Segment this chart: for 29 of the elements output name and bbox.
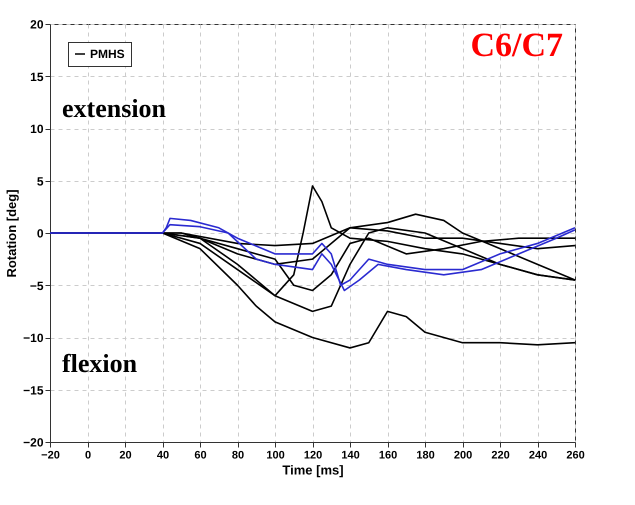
x-tick-label: 80: [232, 450, 244, 462]
x-axis-title: Time [ms]: [282, 462, 344, 478]
y-tick-label: −10: [23, 331, 44, 345]
annotation: extension: [62, 94, 167, 123]
x-tick-label: 200: [454, 450, 472, 462]
y-tick-label: 20: [30, 18, 44, 32]
y-tick-label: −20: [23, 436, 44, 450]
y-tick-label: 10: [30, 122, 44, 136]
x-tick-label: 0: [84, 450, 92, 462]
legend-label: PMHS: [90, 47, 125, 61]
x-tick-label: 100: [266, 450, 285, 462]
x-tick-label: 120: [304, 450, 322, 462]
x-tick-label: 260: [566, 450, 585, 462]
annotation: flexion: [62, 349, 138, 378]
y-tick-label: 15: [30, 70, 44, 84]
y-axis-title: Rotation [deg]: [4, 189, 20, 278]
x-tick-label: 140: [341, 450, 360, 462]
x-tick-label: 160: [378, 450, 398, 462]
annotation: C6/C7: [470, 27, 563, 64]
x-tick-label: 220: [491, 450, 510, 462]
x-tick-label: 40: [156, 450, 170, 462]
y-tick-label: −5: [30, 278, 44, 293]
x-tick-label: 240: [528, 450, 548, 462]
y-tick-label: −15: [23, 383, 44, 398]
x-tick-label: 20: [119, 450, 132, 462]
x-tick-label: 60: [194, 450, 207, 462]
x-tick-label: 180: [416, 450, 435, 462]
y-tick-label: 0: [36, 226, 44, 240]
y-tick-label: 5: [36, 174, 44, 188]
